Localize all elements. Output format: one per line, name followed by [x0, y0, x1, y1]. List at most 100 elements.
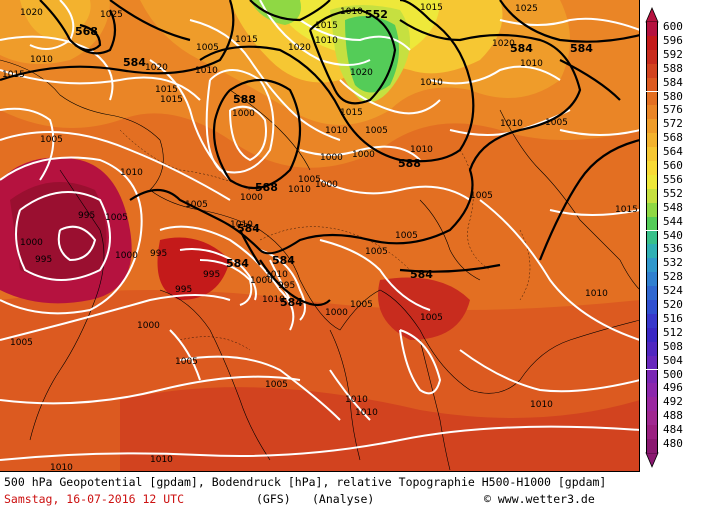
- svg-text:995: 995: [150, 249, 167, 259]
- legend-item: 516: [641, 312, 704, 328]
- svg-text:1005: 1005: [185, 200, 208, 210]
- legend-swatch: [646, 22, 658, 36]
- svg-text:584: 584: [237, 222, 260, 235]
- svg-text:1010: 1010: [30, 55, 53, 65]
- legend-swatch: [646, 91, 658, 106]
- legend-swatch: [646, 327, 658, 342]
- svg-text:1015: 1015: [160, 95, 183, 105]
- svg-text:1000: 1000: [20, 238, 43, 248]
- legend-swatch: [646, 105, 658, 120]
- svg-text:1005: 1005: [365, 126, 388, 136]
- geopotential-labels: 568 584 588 588 552 584 584 588 584 584 …: [75, 8, 593, 309]
- svg-text:1005: 1005: [265, 380, 288, 390]
- svg-text:1000: 1000: [232, 109, 255, 119]
- legend-item: 500: [641, 368, 704, 384]
- svg-text:1005: 1005: [105, 213, 128, 223]
- legend-swatch: [646, 230, 658, 245]
- legend-swatch: [646, 35, 658, 50]
- svg-text:1005: 1005: [350, 300, 373, 310]
- svg-text:1010: 1010: [150, 455, 173, 465]
- legend-label: 600: [663, 20, 683, 33]
- caption-model: (GFS): [256, 492, 291, 506]
- svg-text:1010: 1010: [195, 66, 218, 76]
- svg-text:1000: 1000: [115, 251, 138, 261]
- legend-label: 540: [663, 228, 683, 242]
- legend-item: 588: [641, 61, 704, 78]
- svg-text:1005: 1005: [545, 118, 568, 128]
- legend-item: 576: [641, 104, 704, 120]
- svg-text:584: 584: [123, 56, 146, 69]
- legend-swatch: [646, 147, 658, 161]
- caption-analysis: (Analyse): [312, 492, 375, 506]
- legend-item: 556: [641, 173, 704, 189]
- legend-swatch: [646, 133, 658, 148]
- svg-text:1010: 1010: [315, 36, 338, 46]
- svg-text:1005: 1005: [298, 175, 321, 185]
- legend-swatch: [646, 397, 658, 412]
- svg-text:584: 584: [280, 296, 303, 309]
- svg-text:1010: 1010: [262, 295, 285, 305]
- legend-item: 544: [641, 215, 704, 231]
- svg-text:1015: 1015: [2, 70, 25, 80]
- svg-text:584: 584: [410, 268, 433, 281]
- legend-swatch: [646, 300, 658, 314]
- caption-date: Samstag, 16-07-2016 12 UTC: [4, 492, 185, 506]
- legend-item: 540: [641, 228, 704, 245]
- legend-label: 532: [663, 256, 683, 270]
- color-legend: 600 596 592 588 584 580 576 572 568 564 560 556 552 5…: [641, 6, 704, 468]
- svg-text:1010: 1010: [500, 119, 523, 129]
- legend-item: 564: [641, 146, 704, 161]
- legend-swatch: [646, 174, 658, 189]
- legend-item: 492: [641, 396, 704, 412]
- legend-swatch: [646, 119, 658, 134]
- svg-text:584: 584: [570, 42, 593, 55]
- svg-text:995: 995: [203, 270, 220, 280]
- legend-label: 548: [663, 200, 683, 214]
- heat-core: [157, 237, 230, 300]
- legend-label: 520: [663, 298, 683, 311]
- legend-swatch: [646, 383, 658, 398]
- svg-text:995: 995: [35, 255, 52, 265]
- cold-pool: [345, 16, 399, 93]
- legend-swatch: [646, 272, 658, 287]
- weather-map: 1020 1025 1010 1015 1015 1005 1010 995 1…: [0, 0, 640, 472]
- legend-item: 596: [641, 34, 704, 50]
- svg-text:1020: 1020: [145, 63, 168, 73]
- svg-text:1010: 1010: [120, 168, 143, 178]
- svg-text:588: 588: [233, 93, 256, 106]
- svg-text:1005: 1005: [395, 231, 418, 241]
- svg-text:588: 588: [255, 181, 278, 194]
- svg-text:1010: 1010: [340, 7, 363, 17]
- legend-swatch: [646, 244, 658, 259]
- legend-item: 592: [641, 48, 704, 64]
- svg-text:1010: 1010: [355, 408, 378, 418]
- svg-text:995: 995: [175, 285, 192, 295]
- legend-swatch: [646, 258, 658, 273]
- svg-text:1005: 1005: [196, 43, 219, 53]
- legend-item: 512: [641, 326, 704, 342]
- legend-min-arrow-icon: [645, 452, 659, 468]
- caption-credit[interactable]: © www.wetter3.de: [484, 492, 595, 506]
- legend-item: 524: [641, 285, 704, 300]
- map-canvas: 1020 1025 1010 1015 1015 1005 1010 995 1…: [0, 0, 639, 471]
- svg-text:1010: 1010: [420, 78, 443, 88]
- legend-label: 536: [663, 242, 683, 256]
- legend-swatch: [646, 188, 658, 203]
- svg-text:584: 584: [272, 254, 295, 267]
- svg-text:1015: 1015: [315, 21, 338, 31]
- svg-text:1010: 1010: [230, 220, 253, 230]
- legend-swatch: [646, 202, 658, 217]
- legend-item: 548: [641, 200, 704, 217]
- legend-swatch: [646, 425, 658, 439]
- legend-swatch: [646, 439, 658, 453]
- legend-item: 536: [641, 242, 704, 259]
- svg-text:1010: 1010: [530, 400, 553, 410]
- legend-label: 588: [663, 61, 683, 75]
- svg-text:1005: 1005: [175, 357, 198, 367]
- legend-label: 560: [663, 159, 683, 172]
- legend-label: 580: [663, 89, 683, 103]
- legend-label: 572: [663, 117, 683, 131]
- svg-text:1020: 1020: [492, 39, 515, 49]
- legend-label: 504: [663, 353, 683, 367]
- legend-item: 496: [641, 382, 704, 398]
